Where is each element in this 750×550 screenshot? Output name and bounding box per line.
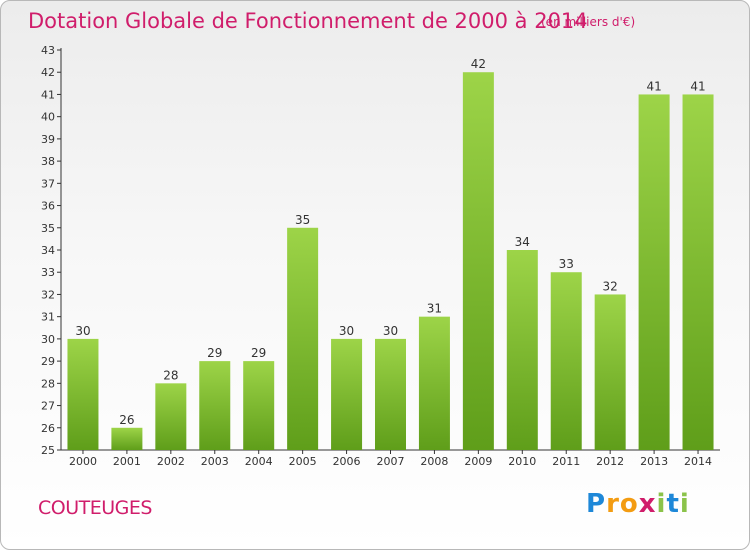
bar-2008 — [418, 316, 450, 450]
y-tick-label: 43 — [41, 44, 55, 57]
y-tick-label: 27 — [41, 400, 55, 413]
value-label: 41 — [690, 79, 705, 93]
bar-2004 — [243, 361, 275, 450]
y-tick-label: 31 — [41, 311, 55, 324]
value-label: 42 — [471, 57, 486, 71]
y-tick-label: 34 — [41, 244, 55, 257]
logo-letter: r — [606, 489, 620, 519]
logo-letter: i — [656, 489, 667, 519]
x-tick-label: 2004 — [245, 455, 273, 468]
value-label: 35 — [295, 213, 310, 227]
x-tick-label: 2000 — [69, 455, 97, 468]
bar-2006 — [331, 338, 363, 450]
logo-letter: o — [619, 489, 639, 519]
x-tick-label: 2009 — [464, 455, 492, 468]
y-tick-label: 29 — [41, 355, 55, 368]
y-tick-label: 26 — [41, 422, 55, 435]
bar-2002 — [155, 383, 187, 450]
logo-letter: i — [679, 489, 690, 519]
value-label: 29 — [207, 346, 222, 360]
axes: 25 26 27 28 29 30 31 32 33 34 35 36 37 38 39 40 41 42 43 20… — [41, 44, 720, 468]
y-tick-label: 28 — [41, 377, 55, 390]
x-tick-label: 2001 — [113, 455, 141, 468]
x-tick-label: 2012 — [596, 455, 624, 468]
bars — [67, 72, 714, 450]
value-label: 30 — [75, 324, 90, 338]
logo-letter: P — [586, 489, 607, 519]
bar-2011 — [550, 272, 582, 450]
x-tick-label: 2010 — [508, 455, 536, 468]
value-label: 26 — [119, 413, 134, 427]
chart-title: Dotation Globale de Fonctionnement de 20… — [28, 9, 588, 33]
data-labels: 30 26 28 29 29 35 30 30 31 42 34 33 32 41 41 — [75, 57, 705, 427]
x-tick-label: 2011 — [552, 455, 580, 468]
x-tick-label: 2006 — [333, 455, 361, 468]
bar-2010 — [506, 250, 538, 450]
logo-letter: t — [666, 489, 680, 519]
value-label: 30 — [339, 324, 354, 338]
value-label: 29 — [251, 346, 266, 360]
proxiti-logo: Proxiti — [586, 489, 690, 519]
value-label: 34 — [515, 235, 530, 249]
y-tick-label: 37 — [41, 177, 55, 190]
bar-2001 — [111, 427, 143, 450]
bar-2000 — [67, 338, 99, 450]
bar-2003 — [199, 361, 231, 450]
y-tick-label: 32 — [41, 288, 55, 301]
logo-letter: x — [638, 489, 657, 519]
bar-2013 — [638, 94, 670, 450]
value-label: 32 — [603, 279, 618, 293]
y-tick-label: 40 — [41, 111, 55, 124]
x-tick-label: 2013 — [640, 455, 668, 468]
y-tick-label: 25 — [41, 444, 55, 457]
x-tick-label: 2002 — [157, 455, 185, 468]
chart-subtitle: (en milliers d'€) — [541, 15, 636, 29]
x-tick-label: 2003 — [201, 455, 229, 468]
x-tick-label: 2005 — [289, 455, 317, 468]
bar-2012 — [594, 294, 626, 450]
y-tick-label: 33 — [41, 266, 55, 279]
x-tick-label: 2008 — [420, 455, 448, 468]
value-label: 28 — [163, 368, 178, 382]
value-label: 33 — [559, 257, 574, 271]
y-tick-label: 35 — [41, 222, 55, 235]
y-tick-label: 42 — [41, 66, 55, 79]
y-tick-label: 39 — [41, 133, 55, 146]
bar-2005 — [287, 227, 319, 450]
y-tick-label: 30 — [41, 333, 55, 346]
x-tick-label: 2007 — [377, 455, 405, 468]
y-tick-label: 41 — [41, 88, 55, 101]
bar-2014 — [682, 94, 714, 450]
x-tick-label: 2014 — [684, 455, 712, 468]
bar-2009 — [462, 72, 494, 450]
bar-2007 — [375, 338, 406, 450]
y-tick-label: 36 — [41, 200, 55, 213]
value-label: 41 — [646, 79, 661, 93]
value-label: 31 — [427, 302, 442, 316]
commune-name: COUTEUGES — [38, 497, 152, 519]
y-tick-label: 38 — [41, 155, 55, 168]
value-label: 30 — [383, 324, 398, 338]
